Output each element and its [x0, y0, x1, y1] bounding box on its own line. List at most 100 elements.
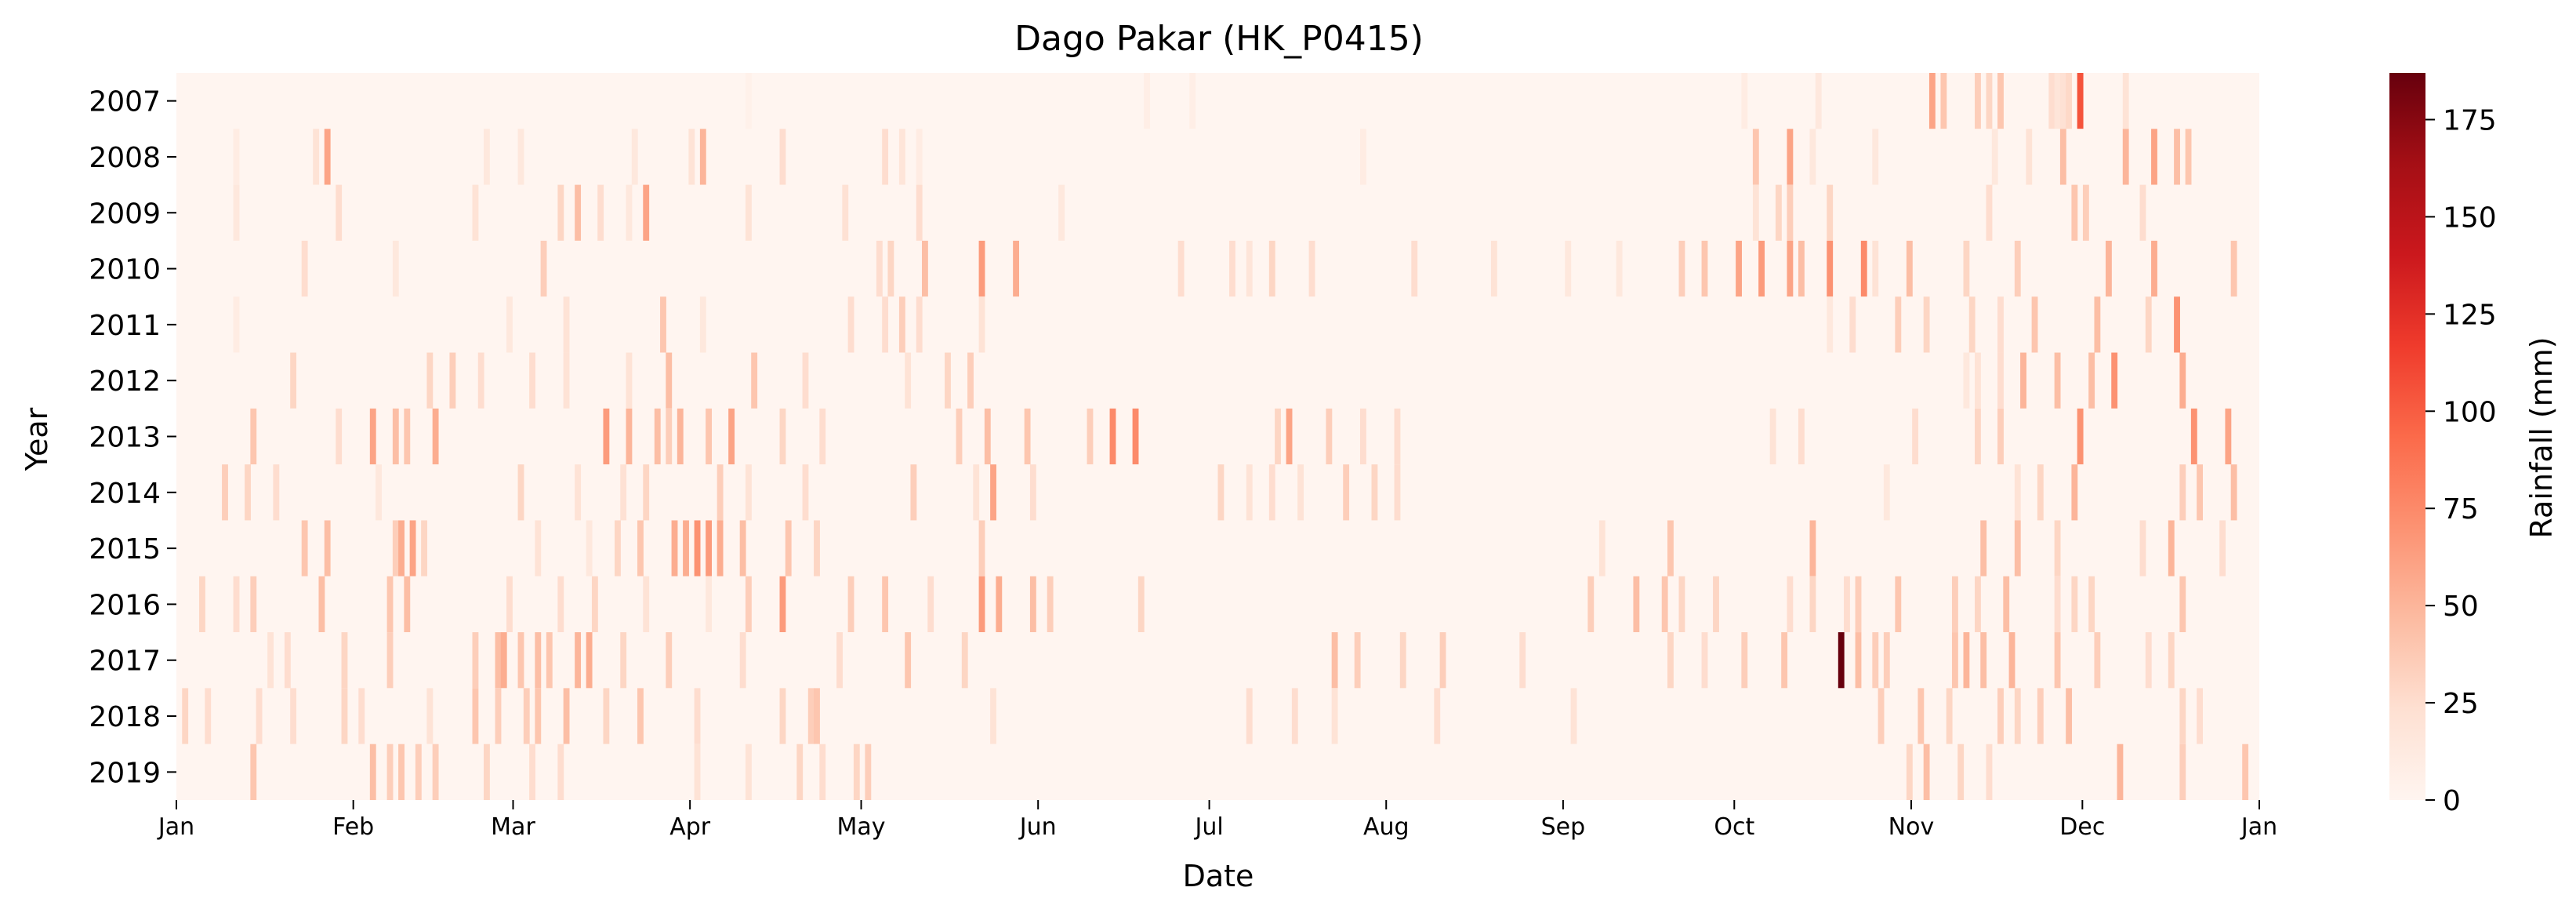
- heatmap-cell: [2122, 73, 2129, 129]
- heatmap-cell: [1109, 408, 1116, 465]
- heatmap-cell: [472, 184, 479, 241]
- heatmap-cell: [1229, 240, 1235, 297]
- heatmap-cell: [2242, 744, 2249, 800]
- heatmap-cell: [1997, 408, 2004, 465]
- heatmap-cell: [626, 408, 633, 465]
- heatmap-cell: [2225, 408, 2232, 465]
- heatmap-cell: [666, 632, 673, 689]
- heatmap-cell: [2082, 184, 2089, 241]
- heatmap-cell: [2174, 129, 2180, 185]
- heatmap-cell: [978, 296, 985, 353]
- heatmap-cell: [887, 240, 894, 297]
- heatmap-cell: [523, 688, 530, 744]
- heatmap-cell: [1434, 688, 1441, 744]
- heatmap-cell: [341, 688, 348, 744]
- heatmap-cell: [865, 744, 872, 800]
- heatmap-cell: [836, 632, 843, 689]
- x-axis-label: Date: [1183, 859, 1254, 893]
- heatmap-cell: [1331, 632, 1338, 689]
- y-tick-label: 2018: [89, 701, 161, 733]
- heatmap-cell: [1587, 576, 1595, 633]
- heatmap-cell: [1980, 520, 1987, 576]
- heatmap-cell: [290, 688, 297, 744]
- x-tick-label: Oct: [1714, 813, 1754, 841]
- heatmap-cell: [369, 744, 376, 800]
- heatmap-cell: [324, 129, 331, 185]
- heatmap-cell: [336, 184, 343, 241]
- heatmap-cell: [1872, 632, 1879, 689]
- heatmap-cell: [563, 688, 570, 744]
- heatmap-cell: [614, 520, 621, 576]
- heatmap-cell: [819, 408, 826, 465]
- heatmap-cell: [1997, 352, 2004, 409]
- heatmap-cell: [2219, 520, 2226, 576]
- heatmap-cell: [1798, 408, 1805, 465]
- heatmap-cell: [961, 632, 968, 689]
- heatmap-cell: [666, 408, 673, 465]
- heatmap-cell: [2014, 240, 2021, 297]
- heatmap-cell: [1975, 576, 1981, 633]
- heatmap-cell: [978, 520, 985, 576]
- heatmap-cell: [336, 408, 343, 465]
- heatmap-cell: [1991, 129, 1998, 185]
- heatmap-cell: [814, 688, 820, 744]
- heatmap-cell: [415, 744, 422, 800]
- heatmap-cell: [2003, 576, 2010, 633]
- heatmap-cell: [688, 129, 695, 185]
- heatmap-cell: [1490, 240, 1497, 297]
- heatmap-cell: [779, 129, 786, 185]
- heatmap-cell: [1951, 632, 1958, 689]
- heatmap-cell: [1997, 688, 2004, 744]
- heatmap-cell: [1849, 296, 1856, 353]
- x-tick-label: Apr: [669, 813, 711, 841]
- y-tick-label: 2015: [89, 533, 161, 565]
- heatmap-cell: [535, 632, 542, 689]
- heatmap-cell: [392, 408, 399, 465]
- heatmap-cell: [318, 576, 325, 633]
- heatmap-cell: [256, 688, 263, 744]
- heatmap-cell: [1912, 408, 1919, 465]
- heatmap-cell: [779, 688, 786, 744]
- heatmap-cell: [1827, 184, 1834, 241]
- heatmap-cell: [284, 632, 291, 689]
- heatmap-cell: [1906, 744, 1913, 800]
- heatmap-cell: [199, 576, 205, 633]
- heatmap-cell: [1678, 576, 1685, 633]
- heatmap-cell: [1029, 576, 1036, 633]
- heatmap-cell: [677, 408, 684, 465]
- heatmap-cell: [910, 464, 917, 521]
- heatmap-cell: [643, 464, 650, 521]
- heatmap-cell: [842, 184, 849, 241]
- heatmap-cell: [1394, 464, 1401, 521]
- heatmap-cell: [449, 352, 456, 409]
- heatmap-cell: [2048, 73, 2055, 129]
- heatmap-cell: [671, 520, 678, 576]
- heatmap-cell: [2077, 408, 2084, 465]
- heatmap-cell: [205, 688, 212, 744]
- heatmap-cell: [990, 464, 996, 521]
- heatmap-cell: [575, 184, 582, 241]
- heatmap-cell: [1895, 576, 1902, 633]
- heatmap-cell: [699, 129, 706, 185]
- heatmap-cell: [250, 408, 257, 465]
- heatmap-cell: [2145, 632, 2152, 689]
- heatmap-cell: [603, 408, 610, 465]
- heatmap-cell: [273, 464, 280, 521]
- heatmap-cell: [1940, 73, 1947, 129]
- heatmap-cell: [540, 240, 547, 297]
- x-tick-label: Dec: [2059, 813, 2105, 841]
- y-tick-label: 2016: [89, 589, 161, 621]
- heatmap-cell: [1872, 240, 1879, 297]
- heatmap-cell: [1917, 688, 1925, 744]
- heatmap-cell: [1570, 688, 1577, 744]
- heatmap-cell: [1286, 408, 1293, 465]
- heatmap-cell: [898, 296, 905, 353]
- heatmap-cell: [233, 576, 240, 633]
- heatmap-cell: [2088, 576, 2095, 633]
- heatmap-cell: [1815, 73, 1822, 129]
- heatmap-cell: [1781, 632, 1788, 689]
- heatmap-cell: [1787, 184, 1794, 241]
- heatmap-cell: [404, 576, 411, 633]
- heatmap-cell: [1144, 73, 1150, 129]
- heatmap-cell: [1997, 73, 2004, 129]
